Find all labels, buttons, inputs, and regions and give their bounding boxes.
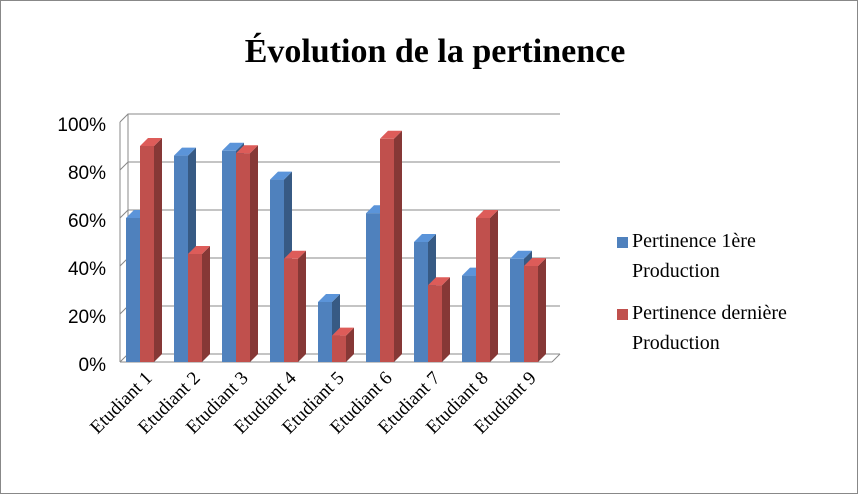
grid-line [119, 161, 560, 171]
bar-top [476, 210, 498, 218]
bar-side [298, 250, 306, 362]
bar [318, 302, 332, 362]
bar-top [332, 327, 354, 336]
grid-line [119, 113, 560, 123]
y-tick-label: 60% [68, 211, 106, 232]
bar-top [140, 138, 162, 146]
bar-top [524, 258, 546, 266]
bar-side [346, 327, 354, 362]
bar-top [284, 250, 306, 259]
y-tick-label: 40% [68, 259, 106, 280]
bar [510, 258, 524, 362]
y-tick-label: 20% [68, 307, 106, 328]
bar-top [174, 147, 196, 156]
bar-top [270, 171, 292, 180]
y-tick-label: 80% [68, 163, 106, 184]
bar [140, 146, 154, 362]
bar-top [188, 246, 210, 254]
bar-top [414, 234, 436, 242]
bar [462, 275, 476, 362]
bar [270, 179, 284, 362]
bar [236, 153, 250, 362]
bar-side [394, 130, 402, 362]
legend-label: Pertinence 1ère Production [632, 230, 756, 282]
axis-floor [551, 353, 561, 363]
bar-top [510, 250, 532, 259]
bar-side [202, 246, 210, 362]
bar [366, 213, 380, 362]
bar-top [428, 277, 450, 286]
bar [380, 138, 394, 362]
grid-line [119, 209, 560, 219]
legend-swatch [617, 309, 628, 320]
chart-title: Évolution de la pertinence [245, 33, 626, 70]
bar [222, 150, 236, 362]
legend-label: Pertinence dernière Production [632, 302, 787, 354]
bar [476, 218, 490, 362]
bar-top [222, 142, 244, 151]
bar [174, 155, 188, 362]
bar [284, 258, 298, 362]
bar [414, 242, 428, 362]
bar [524, 266, 538, 362]
legend-swatch [617, 237, 628, 248]
y-tick-label: 0% [79, 355, 107, 376]
bar [428, 285, 442, 362]
y-tick-label: 100% [57, 115, 106, 136]
bar-top [236, 145, 258, 154]
bar-side [490, 210, 498, 362]
bar-side [538, 258, 546, 362]
bar [126, 218, 140, 362]
bar-side [442, 277, 450, 362]
bar-top [318, 294, 340, 302]
bar-side [154, 138, 162, 362]
bar [188, 254, 202, 362]
bar-top [380, 130, 402, 139]
bar-side [250, 145, 258, 362]
bar [332, 335, 346, 362]
